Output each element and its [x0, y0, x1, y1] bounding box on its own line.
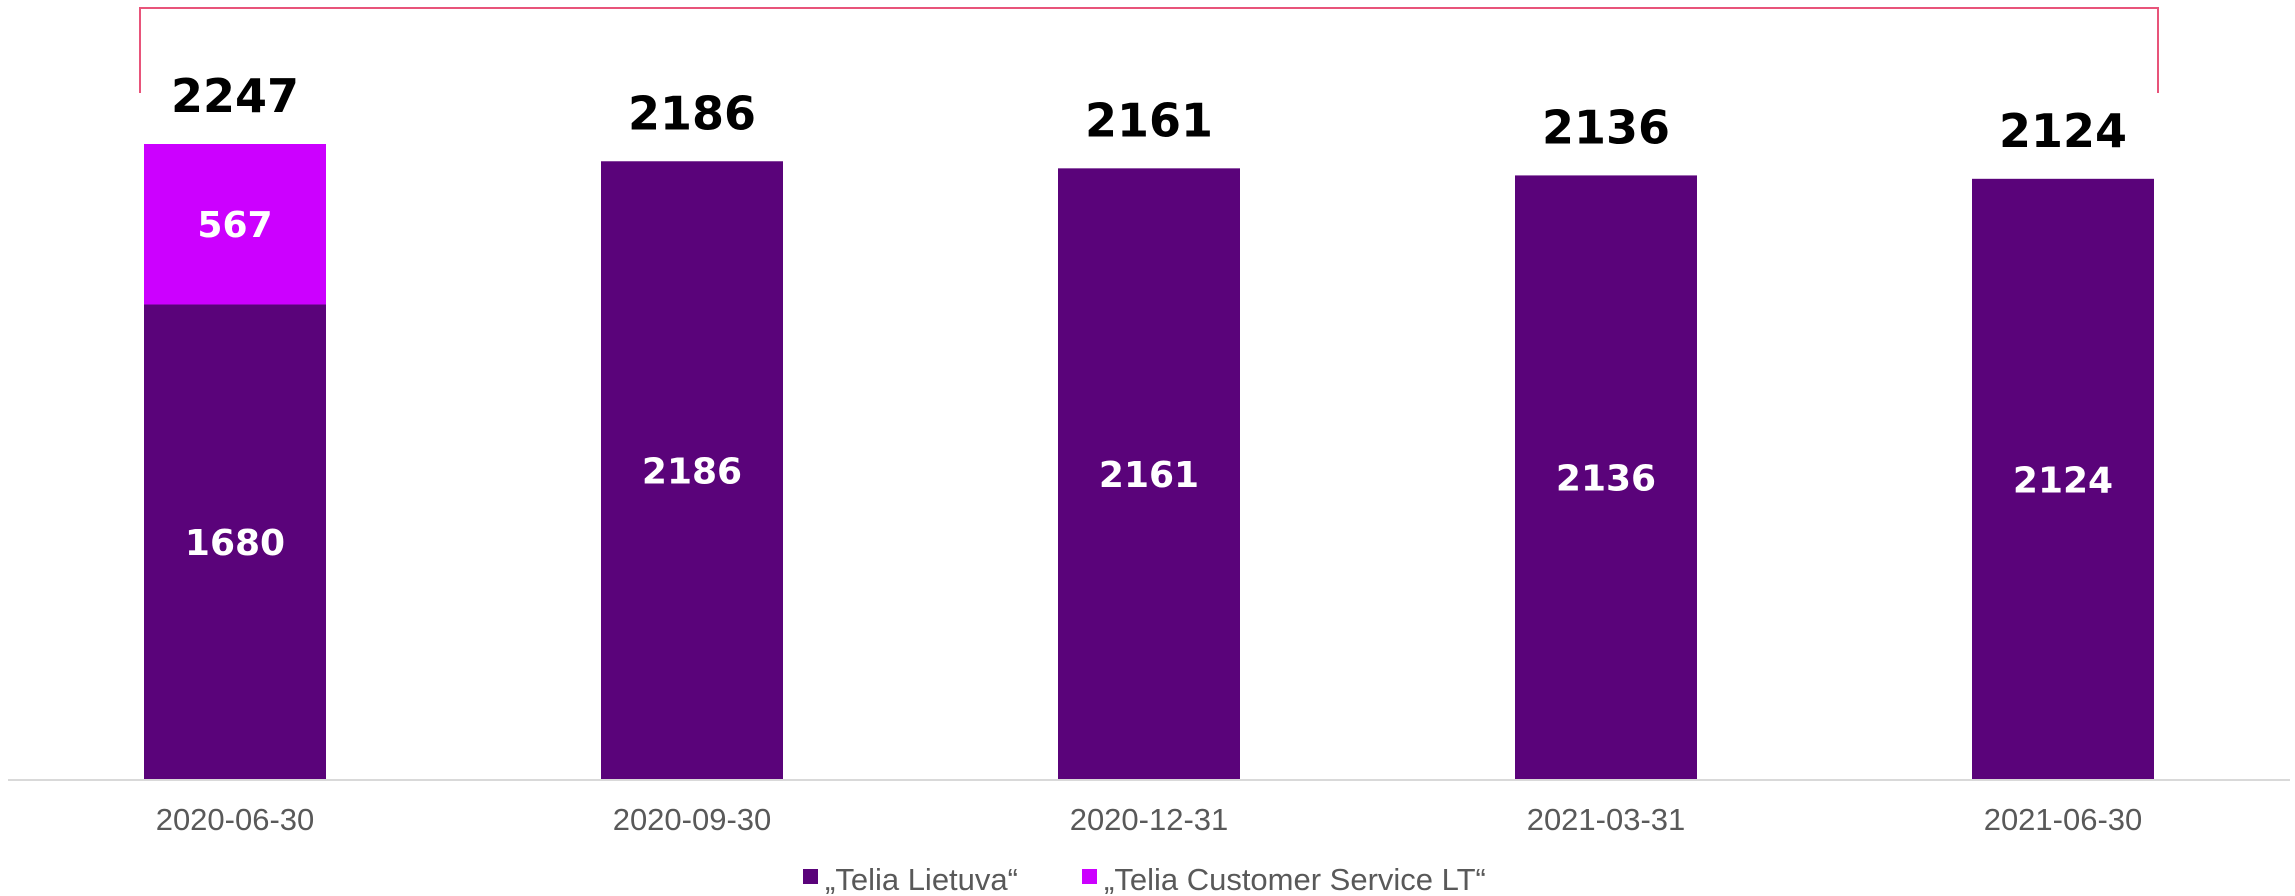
bar-telia-lietuva-2020-12-31 — [1058, 168, 1240, 780]
bar-telia-lietuva-2020-06-30 — [144, 304, 326, 780]
x-tick-label: 2020-06-30 — [156, 802, 315, 837]
bar-telia-lietuva-2021-03-31 — [1515, 175, 1697, 780]
bracket-line — [139, 7, 2159, 93]
total-value-label: 2161 — [1085, 93, 1213, 147]
legend-label: „Telia Customer Service LT“ — [1104, 862, 1486, 896]
segment-value-label: 567 — [197, 205, 272, 246]
bars — [144, 144, 2154, 780]
bar-telia-lietuva-2020-09-30 — [601, 161, 783, 780]
segment-value-label: 2186 — [642, 452, 742, 493]
segment-value-label: 2124 — [2013, 460, 2113, 501]
legend: „Telia Lietuva“ „Telia Customer Service L… — [803, 862, 1486, 896]
x-tick-label: 2021-03-31 — [1527, 802, 1686, 837]
total-value-label: 2247 — [171, 69, 299, 123]
legend-swatch — [803, 869, 818, 884]
x-tick-labels: 2020-06-30 2020-09-30 2020-12-31 2021-03-31… — [156, 802, 2143, 837]
x-tick-label: 2020-12-31 — [1070, 802, 1229, 837]
segment-value-label: 1680 — [185, 523, 285, 564]
x-tick-label: 2021-06-30 — [1984, 802, 2143, 837]
x-tick-label: 2020-09-30 — [613, 802, 772, 837]
bar-telia-lietuva-2021-06-30 — [1972, 178, 2154, 780]
data-labels: 1680 567 2247 2186 2186 2161 2161 2136 2136 2124 2… — [171, 69, 2127, 564]
legend-swatch — [1082, 869, 1097, 884]
segment-value-label: 2161 — [1099, 455, 1199, 496]
legend-label: „Telia Lietuva“ — [825, 862, 1018, 896]
bar-telia-customer-service-2020-06-30 — [144, 144, 326, 305]
total-value-label: 2136 — [1542, 100, 1670, 154]
segment-value-label: 2136 — [1556, 459, 1656, 500]
total-value-label: 2186 — [628, 86, 756, 140]
total-value-label: 2124 — [1999, 104, 2127, 158]
bracket-annotation — [139, 7, 2159, 93]
